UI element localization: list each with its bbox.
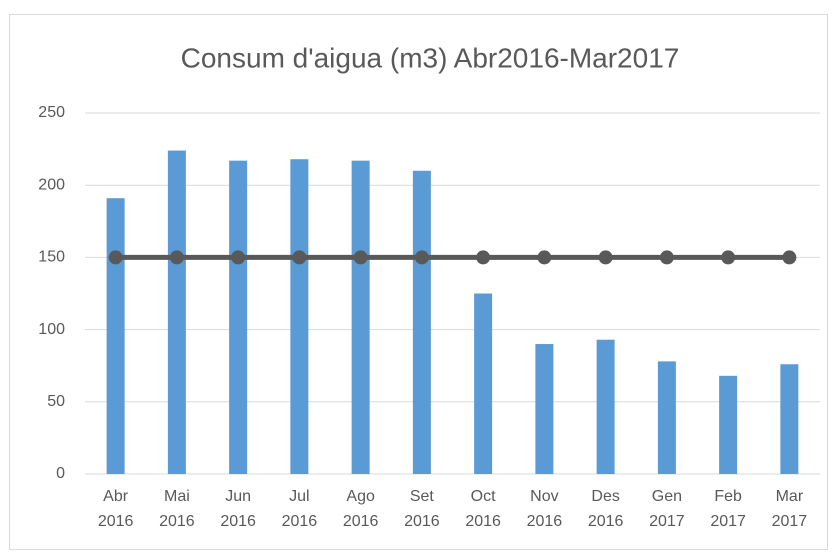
x-tick-label: 2016 <box>588 513 624 530</box>
x-tick-label: Feb <box>714 488 742 505</box>
x-tick-label: 2016 <box>98 513 134 530</box>
bar <box>474 293 493 474</box>
line-marker <box>414 250 429 265</box>
line-marker <box>292 250 307 265</box>
y-tick-label: 250 <box>38 104 65 121</box>
y-tick-label: 150 <box>38 249 65 266</box>
x-tick-label: 2016 <box>220 513 256 530</box>
line-marker <box>537 250 552 265</box>
x-tick-label: Ago <box>346 488 375 505</box>
x-tick-label: Oct <box>471 488 496 505</box>
bar <box>351 160 370 475</box>
bar <box>229 160 248 475</box>
y-tick-label: 100 <box>38 321 65 338</box>
x-tick-label: 2016 <box>159 513 195 530</box>
line-marker <box>353 250 368 265</box>
x-tick-label: Jul <box>289 488 309 505</box>
bar <box>106 198 125 475</box>
x-tick-label: Mar <box>776 488 804 505</box>
line-marker <box>659 250 674 265</box>
x-tick-label: Mai <box>164 488 190 505</box>
bar <box>167 150 186 474</box>
bar <box>719 375 738 474</box>
x-tick-label: Gen <box>652 488 682 505</box>
line-marker <box>598 250 613 265</box>
bar <box>657 361 676 474</box>
line-marker <box>476 250 491 265</box>
line-marker <box>721 250 736 265</box>
line-marker <box>169 250 184 265</box>
x-tick-label: 2016 <box>527 513 563 530</box>
y-tick-label: 0 <box>56 465 65 482</box>
x-tick-label: 2016 <box>404 513 440 530</box>
chart-title: Consum d'aigua (m3) Abr2016-Mar2017 <box>181 42 680 73</box>
line-marker <box>231 250 246 265</box>
x-tick-label: Nov <box>530 488 558 505</box>
x-tick-label: Des <box>591 488 619 505</box>
x-tick-label: 2017 <box>710 513 746 530</box>
line-marker <box>782 250 797 265</box>
line-marker <box>108 250 123 265</box>
x-tick-label: Abr <box>103 488 129 505</box>
x-tick-label: Set <box>410 488 435 505</box>
x-tick-label: 2016 <box>465 513 501 530</box>
x-tick-label: Jun <box>225 488 251 505</box>
x-tick-label: 2017 <box>772 513 808 530</box>
x-tick-label: 2016 <box>282 513 318 530</box>
x-tick-label: 2016 <box>343 513 379 530</box>
bar <box>412 170 431 474</box>
bar <box>780 364 799 474</box>
bar <box>290 159 309 474</box>
y-tick-label: 200 <box>38 176 65 193</box>
bar <box>596 339 615 474</box>
x-tick-label: 2017 <box>649 513 685 530</box>
y-tick-label: 50 <box>47 393 65 410</box>
bar <box>535 344 554 474</box>
